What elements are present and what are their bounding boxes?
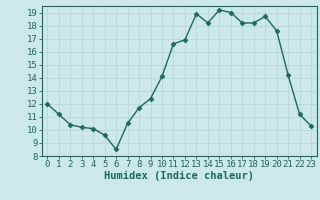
X-axis label: Humidex (Indice chaleur): Humidex (Indice chaleur) [104,171,254,181]
